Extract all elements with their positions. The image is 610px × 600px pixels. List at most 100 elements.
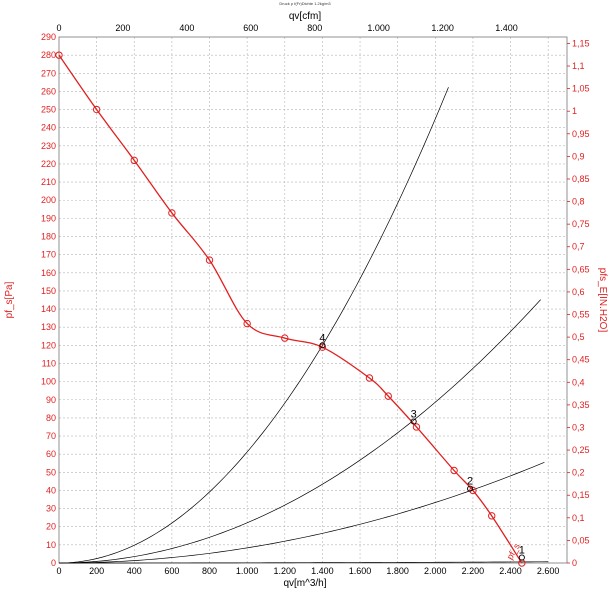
y2-tick-label: 1,15	[572, 38, 590, 48]
operating-point-marker	[467, 485, 474, 492]
y-tick-label: 230	[41, 141, 56, 151]
y-tick-label: 130	[41, 322, 56, 332]
y-tick-label: 60	[46, 449, 56, 459]
y-tick-label: 10	[46, 540, 56, 550]
operating-point-marker	[518, 554, 525, 561]
grid	[58, 36, 568, 564]
y2-tick-label: 0,55	[572, 310, 590, 320]
y2-tick-label: 0,8	[572, 197, 585, 207]
operating-point-marker	[410, 418, 417, 425]
data-point	[168, 209, 176, 217]
y-tick-label: 80	[46, 413, 56, 423]
data-point	[488, 512, 496, 520]
y-tick-label: 70	[46, 431, 56, 441]
operating-point-label: 2	[467, 476, 473, 488]
x2-tick-label: 1.200	[431, 23, 454, 33]
x-tick-label: 200	[89, 566, 104, 576]
data-point	[384, 392, 392, 400]
x-tick-label: 400	[127, 566, 142, 576]
system-curves	[58, 87, 549, 564]
tick-labels: 0 200 400 600 800 1.000 1.200 1.400 1.600 1.800 2.…	[41, 23, 590, 576]
y-tick-label: 250	[41, 105, 56, 115]
operating-point-label: 3	[411, 409, 417, 421]
y2-tick-label: 0,3	[572, 422, 585, 432]
y2-tick-label: 0,85	[572, 174, 590, 184]
x-tick-label: 2.000	[424, 566, 447, 576]
y2-tick-label: 0,7	[572, 242, 585, 252]
data-point	[450, 466, 458, 475]
y2-tick-label: 0,25	[572, 445, 590, 455]
data-point	[205, 256, 214, 264]
x-tick-label: 1.800	[386, 566, 409, 576]
y-tick-label: 100	[41, 377, 56, 387]
operating-point-label: 1	[519, 545, 525, 557]
data-point	[318, 343, 327, 351]
data-point	[365, 374, 374, 382]
x-tick-label: 800	[202, 566, 217, 576]
y-tick-label: 30	[46, 504, 56, 514]
y-tick-label: 0	[51, 558, 56, 568]
y2-tick-label: 1,05	[572, 84, 590, 94]
y-tick-label: 210	[41, 177, 56, 187]
data-point	[412, 423, 421, 431]
y2-tick-label: 0,65	[572, 264, 590, 274]
y-tick-label: 170	[41, 250, 56, 260]
system-curve-2	[58, 461, 545, 564]
y2-tick-label: 0,4	[572, 377, 585, 387]
y2-tick-label: 1	[572, 106, 577, 116]
y2-tick-label: 0,45	[572, 355, 590, 365]
y-tick-label: 20	[46, 522, 56, 532]
x2-tick-label: 0	[56, 23, 61, 33]
data-point	[55, 51, 63, 59]
data-point	[130, 156, 138, 165]
y-tick-label: 290	[41, 32, 56, 42]
y-tick-label: 190	[41, 213, 56, 223]
x-axis-title: qv[m^3/h]	[283, 578, 326, 589]
x2-tick-label: 400	[179, 23, 194, 33]
y-tick-label: 200	[41, 195, 56, 205]
y2-tick-label: 0,2	[572, 468, 585, 478]
x-tick-label: 1.200	[274, 566, 297, 576]
y2-axis-title: pfs_E[IN.H2O]	[597, 268, 608, 333]
x2-tick-label: 1.000	[367, 23, 390, 33]
y2-tick-label: 0,9	[572, 151, 585, 161]
y2-tick-label: 0,1	[572, 513, 585, 523]
y2-tick-label: 0,05	[572, 535, 590, 545]
y-tick-label: 90	[46, 395, 56, 405]
y-tick-label: 220	[41, 159, 56, 169]
operating-point-label: 4	[319, 332, 325, 344]
y2-tick-label: 0	[572, 558, 577, 568]
x2-tick-label: 600	[243, 23, 258, 33]
y2-tick-label: 1,1	[572, 61, 585, 71]
data-point	[281, 334, 289, 342]
x-tick-label: 2.400	[499, 566, 522, 576]
x-tick-label: 1.600	[349, 566, 372, 576]
x-tick-label: 1.000	[236, 566, 259, 576]
x-tick-label: 2.200	[462, 566, 485, 576]
operating-point-marker	[319, 342, 326, 349]
x2-tick-label: 200	[115, 23, 130, 33]
system-curve-4	[58, 87, 449, 564]
y2-tick-label: 0,95	[572, 129, 590, 139]
y-tick-label: 260	[41, 86, 56, 96]
chart-title: Druck p f(Fr)Dichte 1.2kg/m3	[279, 1, 331, 6]
y2-tick-label: 0,75	[572, 219, 590, 229]
x-tick-label: 0	[56, 566, 61, 576]
y-tick-label: 40	[46, 485, 56, 495]
y-tick-label: 110	[42, 358, 56, 368]
y-tick-label: 150	[41, 286, 56, 296]
plot-frame	[58, 36, 568, 564]
data-point	[243, 319, 251, 328]
y-tick-label: 120	[41, 340, 56, 350]
y-tick-label: 280	[41, 50, 56, 60]
y-tick-label: 160	[41, 268, 56, 278]
data-point	[469, 486, 477, 495]
y-tick-label: 240	[41, 123, 56, 133]
y2-tick-label: 0,6	[572, 287, 585, 297]
system-curve-3	[58, 299, 541, 564]
x2-tick-label: 800	[307, 23, 322, 33]
x2-tick-label: 1.400	[495, 23, 518, 33]
y-tick-label: 50	[46, 467, 56, 477]
series-layer	[55, 51, 526, 567]
